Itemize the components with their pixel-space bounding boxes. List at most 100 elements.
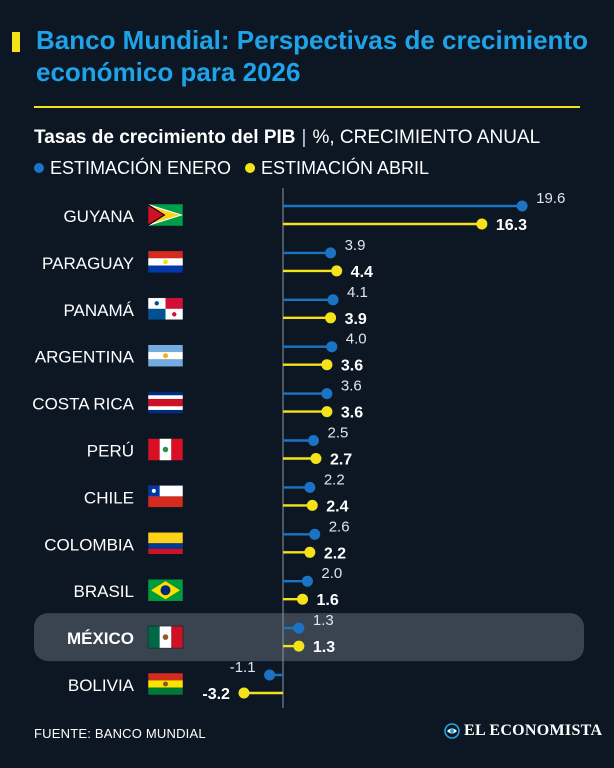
flag-outline (147, 250, 184, 274)
value-label-april-argentina: 3.6 (341, 358, 363, 375)
dot-april-panama (325, 312, 337, 324)
flag-emblem (162, 446, 169, 453)
flag-red-band (148, 398, 183, 407)
flag-outline (147, 438, 184, 461)
country-label-argentina: ARGENTINA (35, 348, 135, 367)
value-label-april-peru: 2.7 (330, 452, 352, 469)
flag-top (148, 485, 183, 497)
flag-quarter-red (165, 297, 183, 309)
flag-stripe-red (148, 250, 183, 259)
value-label-january-chile: 2.2 (324, 471, 345, 488)
value-label-january-argentina: 4.0 (346, 331, 367, 348)
value-label-january-costa-rica: 3.6 (341, 378, 362, 395)
dot-january-peru (308, 435, 319, 446)
country-label-brasil: BRASIL (74, 582, 134, 601)
flag-triangle (148, 205, 164, 225)
legend-dot-april (245, 163, 256, 173)
flag-globe (160, 585, 171, 596)
flag-costa-rica-icon (147, 391, 184, 414)
flag-sun (163, 353, 168, 359)
legend-dot-january (34, 163, 44, 173)
legend-label-april: ESTIMACIÓN ABRIL (261, 157, 430, 178)
value-label-april-bolivia: -3.2 (202, 686, 230, 703)
flag-brasil-icon (147, 578, 184, 602)
value-label-april-costa-rica: 3.6 (341, 405, 363, 422)
flag-outline (147, 532, 184, 555)
legend-item-january: ESTIMACIÓN ENERO (34, 158, 231, 179)
page-title: Banco Mundial: Perspectivas de crecimien… (36, 25, 588, 87)
flag-bottom (148, 496, 183, 508)
value-label-april-panama: 3.9 (345, 311, 367, 328)
flag-outline (147, 485, 184, 508)
country-label-panama: PANAMÁ (63, 301, 134, 320)
value-label-january-panama: 4.1 (347, 284, 368, 301)
flag-stripe-blue (148, 543, 183, 549)
dot-january-mexico (293, 622, 305, 634)
title-accent-bar (12, 32, 20, 52)
dot-april-brasil (297, 593, 309, 605)
value-label-january-bolivia: -1.1 (230, 659, 256, 676)
flag-stripe-bottom (148, 359, 183, 367)
source-note: FUENTE: BANCO MUNDIAL (34, 726, 206, 741)
value-label-january-peru: 2.5 (328, 425, 349, 442)
dot-january-colombia (309, 528, 321, 540)
dot-april-peru (310, 453, 322, 464)
dot-april-argentina (321, 359, 333, 371)
flag-chile-icon (147, 485, 184, 508)
country-label-mexico: MÉXICO (67, 629, 134, 648)
flag-paraguay-icon (147, 250, 184, 274)
legend-item-april: ESTIMACIÓN ABRIL (245, 158, 429, 179)
flag-outline (147, 672, 184, 696)
highlight-row-bg (34, 613, 584, 662)
dot-january-paraguay (325, 247, 337, 259)
subtitle-separator: | (301, 127, 307, 148)
flag-mexico-icon (147, 625, 184, 649)
dot-january-argentina (326, 341, 338, 353)
dot-january-brasil (301, 575, 313, 587)
value-label-april-colombia: 2.2 (324, 545, 346, 562)
flag-stripe-blue (148, 265, 183, 273)
value-label-january-mexico: 1.3 (313, 612, 334, 629)
dot-january-costa-rica (321, 388, 333, 400)
country-label-guyana: GUYANA (63, 207, 134, 226)
dot-january-panama (327, 294, 339, 306)
flag-emblem (163, 681, 168, 687)
legend-label-january: ESTIMACIÓN ENERO (50, 157, 232, 178)
brand: EL ECONOMISTA (444, 722, 602, 740)
flag-argentina-icon (147, 344, 184, 367)
country-label-chile: CHILE (84, 488, 134, 507)
flag-stripe-right (171, 438, 183, 461)
value-label-january-colombia: 2.6 (329, 518, 350, 535)
flag-stripe-top (148, 344, 183, 353)
value-label-april-chile: 2.4 (326, 498, 348, 515)
flag-stripe-red (148, 673, 183, 681)
value-label-april-paraguay: 4.4 (351, 264, 373, 281)
value-label-april-guyana: 16.3 (496, 217, 527, 234)
dot-january-bolivia (264, 669, 276, 681)
flag-outline (147, 344, 184, 367)
title-divider (34, 106, 580, 108)
flag-stripe-green (148, 687, 183, 695)
brand-name: EL ECONOMISTA (464, 722, 603, 739)
subtitle-main: Tasas de crecimiento del PIB (34, 127, 296, 148)
value-label-january-guyana: 19.6 (536, 190, 565, 207)
chart-legend: ESTIMACIÓN ENERO ESTIMACIÓN ABRIL (34, 156, 443, 180)
flag-quarter-blue (148, 308, 166, 320)
flag-panama-icon (147, 297, 184, 321)
flag-bolivia-icon (147, 672, 184, 696)
dot-april-bolivia (238, 687, 250, 699)
flag-star-blue (154, 301, 159, 306)
value-label-april-brasil: 1.6 (317, 592, 339, 609)
value-label-april-mexico: 1.3 (313, 639, 335, 656)
flag-stripe-left (148, 438, 160, 461)
flag-colombia-icon (147, 532, 184, 555)
value-label-january-paraguay: 3.9 (345, 237, 366, 254)
chart-subtitle: Tasas de crecimiento del PIB |%, CRECIMIE… (34, 127, 594, 149)
flag-emblem (163, 259, 168, 265)
flag-stripe-red (171, 626, 183, 649)
dot-april-guyana (476, 218, 488, 230)
flag-stripe-green (148, 626, 160, 649)
dot-april-mexico (293, 640, 305, 652)
dot-april-colombia (304, 546, 316, 558)
